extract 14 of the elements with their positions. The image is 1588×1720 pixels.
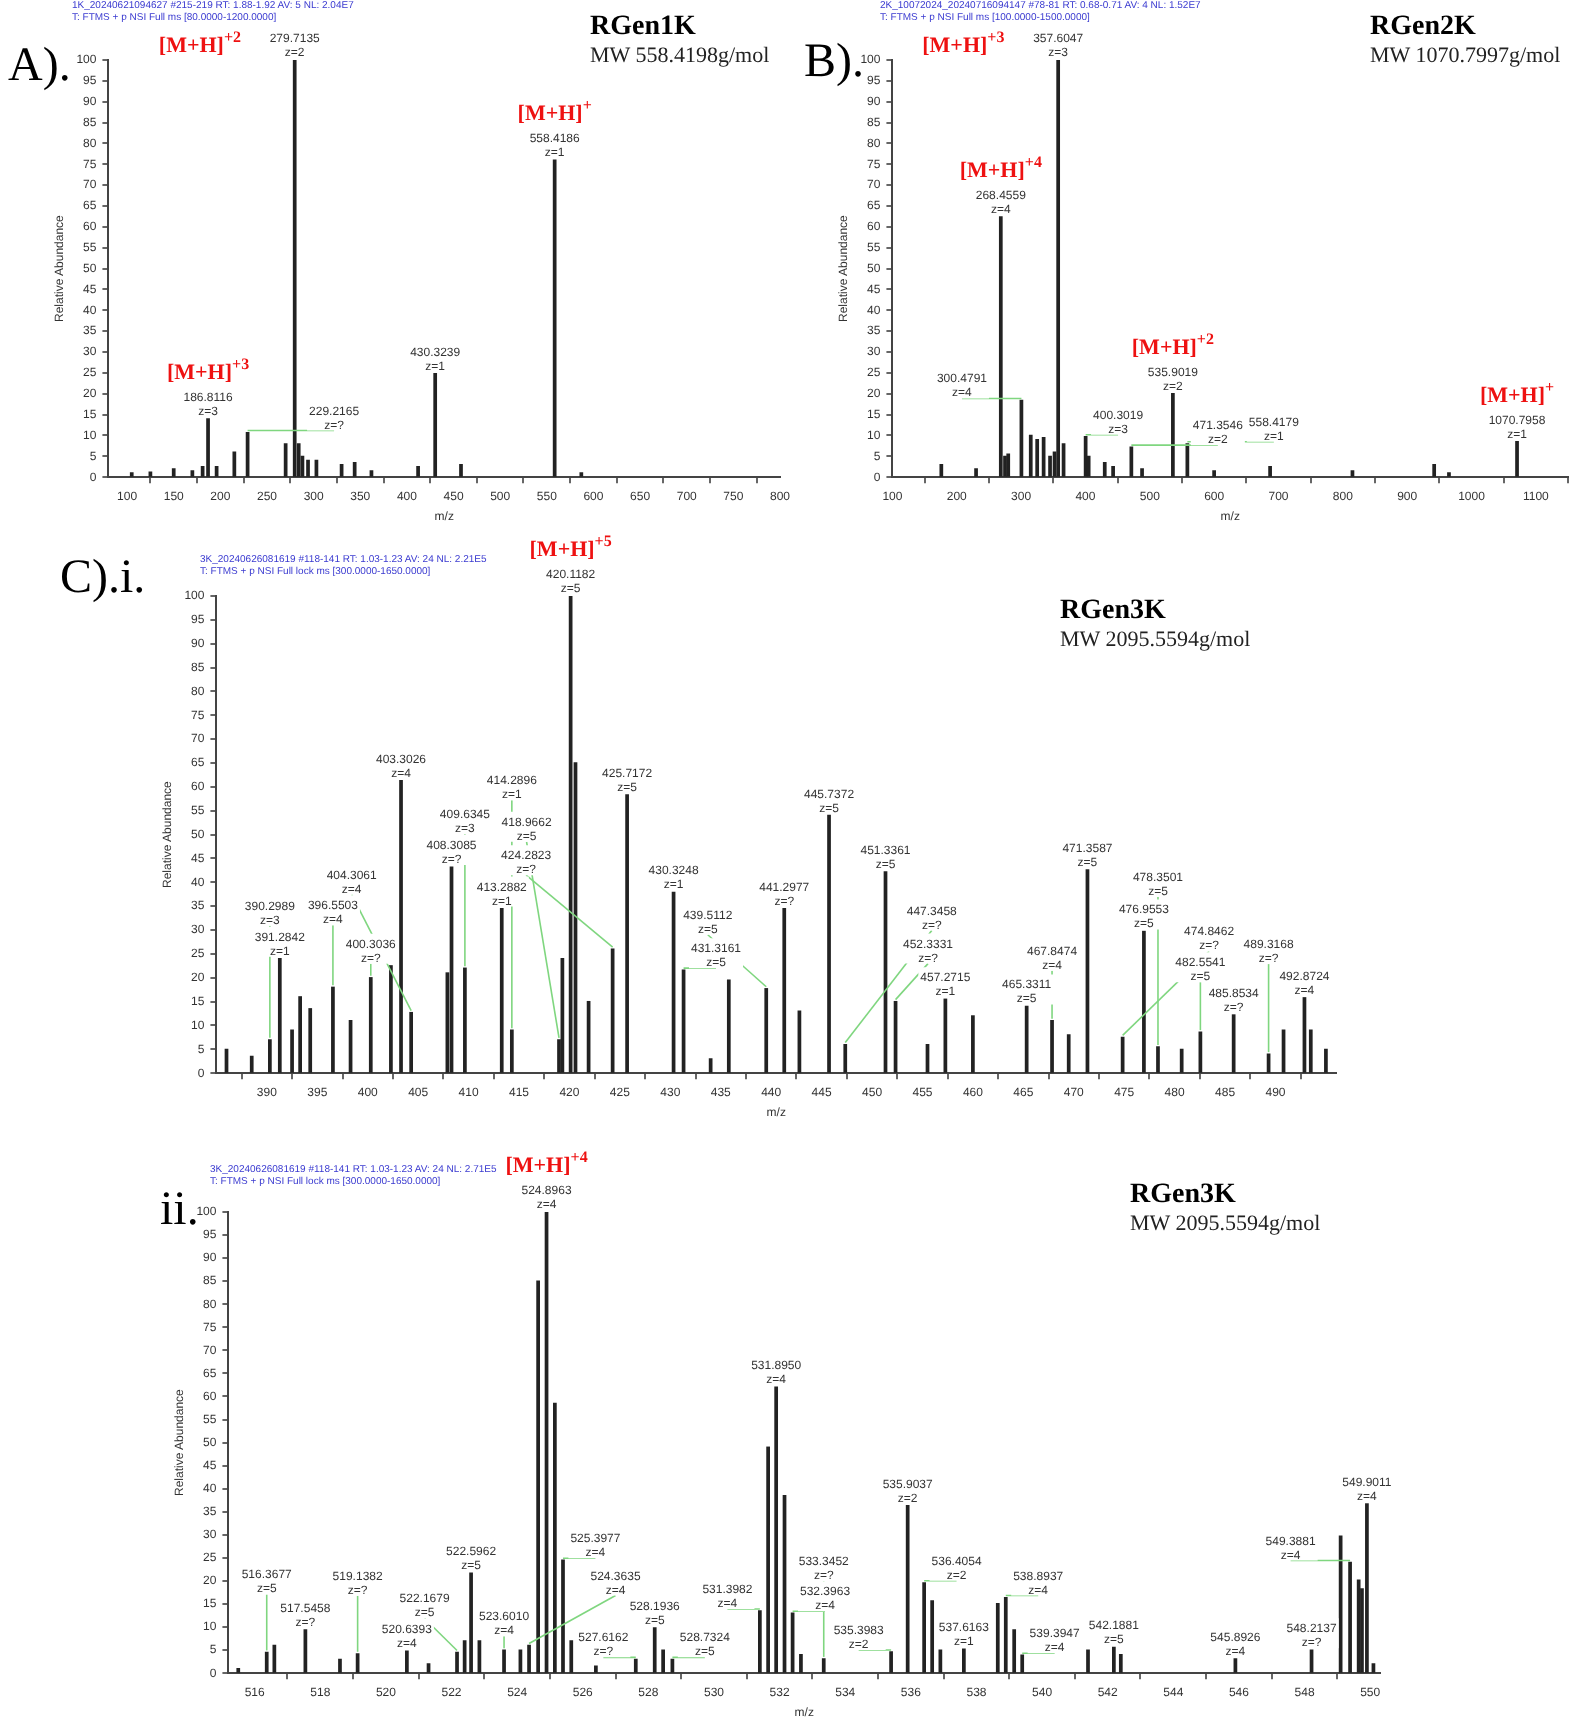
text: MW 2095.5594g/mol [1060, 628, 1251, 652]
chart-subtitle: MW 2095.5594g/mol [1130, 1212, 1321, 1236]
chart-title: RGen3K [1060, 596, 1168, 628]
chart-title: RGen1K [590, 12, 698, 44]
chart-subtitle: MW 1070.7997g/mol [1370, 44, 1561, 68]
chart-title: RGen2K [1370, 12, 1478, 44]
text: B). [804, 36, 864, 90]
text: C).i. [60, 552, 146, 606]
text: A). [8, 40, 71, 94]
annotation: [M+H]+ [517, 96, 593, 127]
chart-title: RGen3K [1130, 1180, 1238, 1212]
annotation: [M+H]+ [1479, 377, 1556, 408]
text: ii. [160, 1184, 199, 1238]
chart-subtitle: MW 558.4198g/mol [590, 44, 770, 68]
